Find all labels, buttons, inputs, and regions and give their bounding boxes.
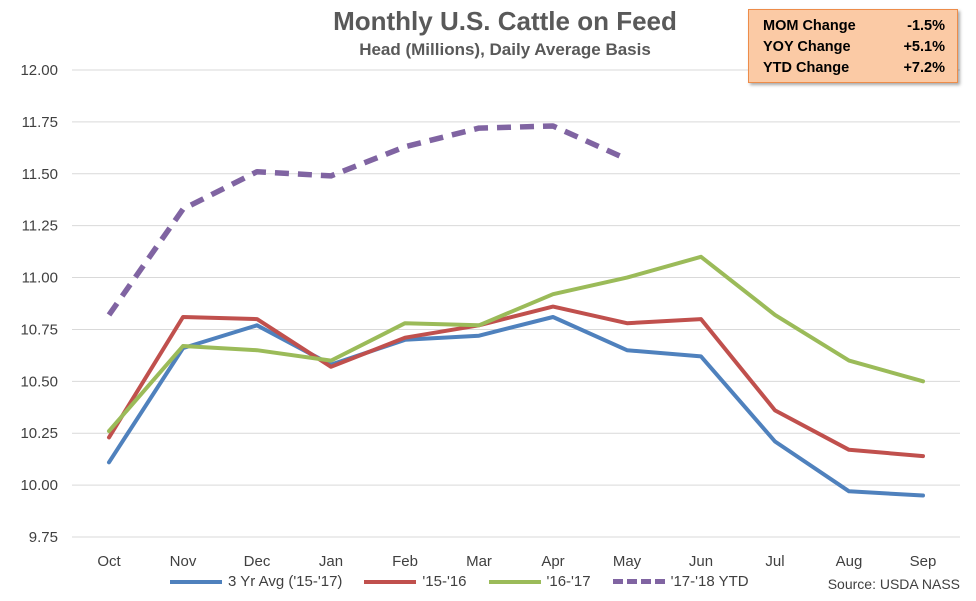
stat-row-ytd: YTD Change +7.2% xyxy=(763,58,945,79)
stat-value: +7.2% xyxy=(903,60,945,76)
y-axis-ticks: 9.75 10.00 10.25 10.50 10.75 11.00 11.25 11.50 1… xyxy=(20,62,58,546)
x-tick-label: Mar xyxy=(466,553,492,570)
legend-swatch xyxy=(488,579,541,584)
x-tick-label: Dec xyxy=(244,553,271,570)
x-tick-label: Apr xyxy=(541,553,564,570)
legend-label: 3 Yr Avg ('15-'17) xyxy=(228,573,343,590)
legend-swatch xyxy=(170,579,222,584)
x-tick-label: Oct xyxy=(97,553,121,570)
x-tick-label: Feb xyxy=(392,553,418,570)
legend-item-3yr-avg: 3 Yr Avg ('15-'17) xyxy=(170,573,342,590)
series-line-1 xyxy=(107,304,925,459)
y-tick-label: 9.75 xyxy=(29,529,58,546)
y-tick-label: 10.25 xyxy=(20,425,58,442)
y-tick-label: 10.00 xyxy=(20,477,58,494)
x-axis-ticks: Oct Nov Dec Jan Feb Mar Apr May Jun Jul Aug Sep xyxy=(97,553,936,570)
series-line-2 xyxy=(107,254,925,434)
y-tick-label: 10.50 xyxy=(20,373,58,390)
x-tick-label: May xyxy=(613,553,642,570)
legend-swatch xyxy=(612,579,665,584)
stat-row-mom: MOM Change -1.5% xyxy=(763,16,945,37)
y-tick-label: 11.75 xyxy=(22,114,58,131)
stat-label: YOY Change xyxy=(763,39,851,55)
y-tick-label: 11.00 xyxy=(22,270,58,287)
y-tick-label: 11.50 xyxy=(22,166,58,183)
stat-label: MOM Change xyxy=(763,18,856,34)
x-tick-label: Nov xyxy=(170,553,197,570)
legend-item-16-17: '16-'17 xyxy=(488,573,591,590)
stat-value: +5.1% xyxy=(903,39,945,55)
y-tick-label: 10.75 xyxy=(20,321,58,338)
gridlines xyxy=(72,69,960,538)
x-tick-label: Sep xyxy=(910,553,937,570)
stat-value: -1.5% xyxy=(907,18,945,34)
x-tick-label: Jun xyxy=(689,553,713,570)
stats-box: MOM Change -1.5% YOY Change +5.1% YTD Ch… xyxy=(748,9,958,83)
x-tick-label: Aug xyxy=(836,553,863,570)
chart-title: Monthly U.S. Cattle on Feed xyxy=(333,6,677,36)
series-lines xyxy=(106,123,925,498)
series-line-3 xyxy=(106,123,629,317)
legend: 3 Yr Avg ('15-'17) '15-'16 '16-'17 '17-'… xyxy=(170,573,771,590)
x-tick-label: Jul xyxy=(765,553,784,570)
stat-row-yoy: YOY Change +5.1% xyxy=(763,37,945,58)
legend-label: '16-'17 xyxy=(546,573,591,590)
source-note: Source: USDA NASS xyxy=(827,576,960,592)
x-tick-label: Jan xyxy=(319,553,343,570)
legend-swatch xyxy=(364,579,417,584)
y-tick-label: 12.00 xyxy=(20,62,58,79)
legend-label: '17-'18 YTD xyxy=(670,573,749,590)
stat-label: YTD Change xyxy=(763,60,850,76)
legend-label: '15-'16 xyxy=(422,573,467,590)
legend-item-15-16: '15-'16 xyxy=(364,573,467,590)
legend-item-17-18-ytd: '17-'18 YTD xyxy=(612,573,749,590)
y-tick-label: 11.25 xyxy=(22,218,58,235)
series-line-0 xyxy=(107,315,925,498)
chart-subtitle: Head (Millions), Daily Average Basis xyxy=(359,40,651,59)
